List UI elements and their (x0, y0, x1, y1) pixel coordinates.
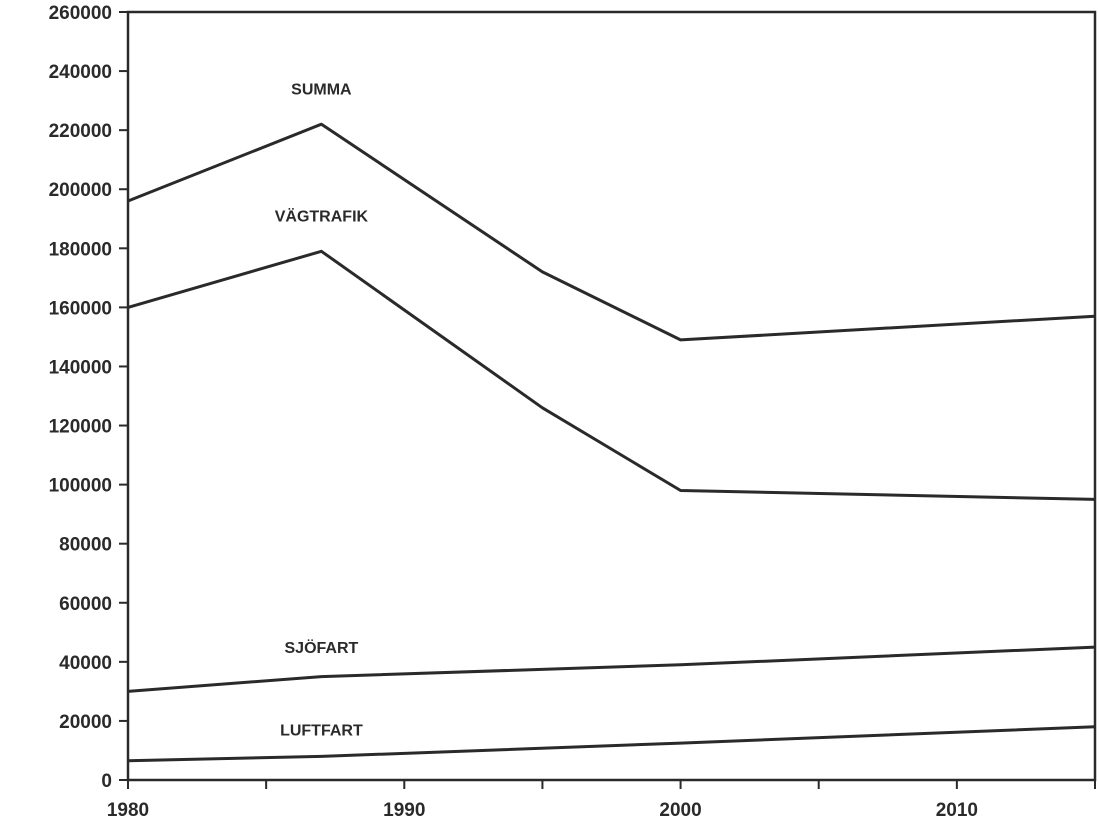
y-tick-label: 40000 (59, 653, 112, 674)
y-tick-label: 60000 (59, 594, 112, 615)
series-line-v-gtrafik (127, 249, 1096, 501)
series-label: VÄGTRAFIK (275, 208, 369, 226)
series-label: SUMMA (291, 82, 352, 99)
x-tick-label: 2010 (936, 800, 978, 821)
y-tick-label: 200000 (49, 180, 112, 201)
y-tick-label: 180000 (49, 239, 112, 260)
y-tick-label: 80000 (59, 535, 112, 556)
series-line-luftfart (127, 725, 1096, 763)
y-tick-label: 240000 (49, 62, 112, 83)
series-labels: SUMMA VÄGTRAFIK SJÖFART LUFTFART (275, 82, 369, 740)
y-tick-label: 140000 (49, 357, 112, 378)
x-tick-label: 1980 (107, 800, 149, 821)
y-tick-label: 160000 (49, 298, 112, 319)
y-tick-label: 260000 (49, 3, 112, 24)
y-tick-label: 100000 (49, 476, 112, 497)
y-tick-label: 20000 (59, 712, 112, 733)
x-tick-label: 2000 (659, 800, 701, 821)
y-axis-ticks: 0 20000 40000 60000 80000 100000 120000 140000 1… (49, 3, 128, 792)
y-tick-label: 220000 (49, 121, 112, 142)
x-axis-ticks: 1980 1990 2000 2010 (107, 780, 1096, 821)
y-tick-label: 120000 (49, 417, 112, 438)
x-tick-label: 1990 (383, 800, 425, 821)
series-line-summa (127, 122, 1096, 342)
series-lines (127, 122, 1096, 763)
y-tick-label: 0 (101, 771, 112, 792)
series-label: LUFTFART (280, 723, 363, 740)
series-label: SJÖFART (285, 638, 359, 657)
series-line-sj-fart (127, 645, 1096, 693)
plot-frame (126, 10, 1097, 782)
